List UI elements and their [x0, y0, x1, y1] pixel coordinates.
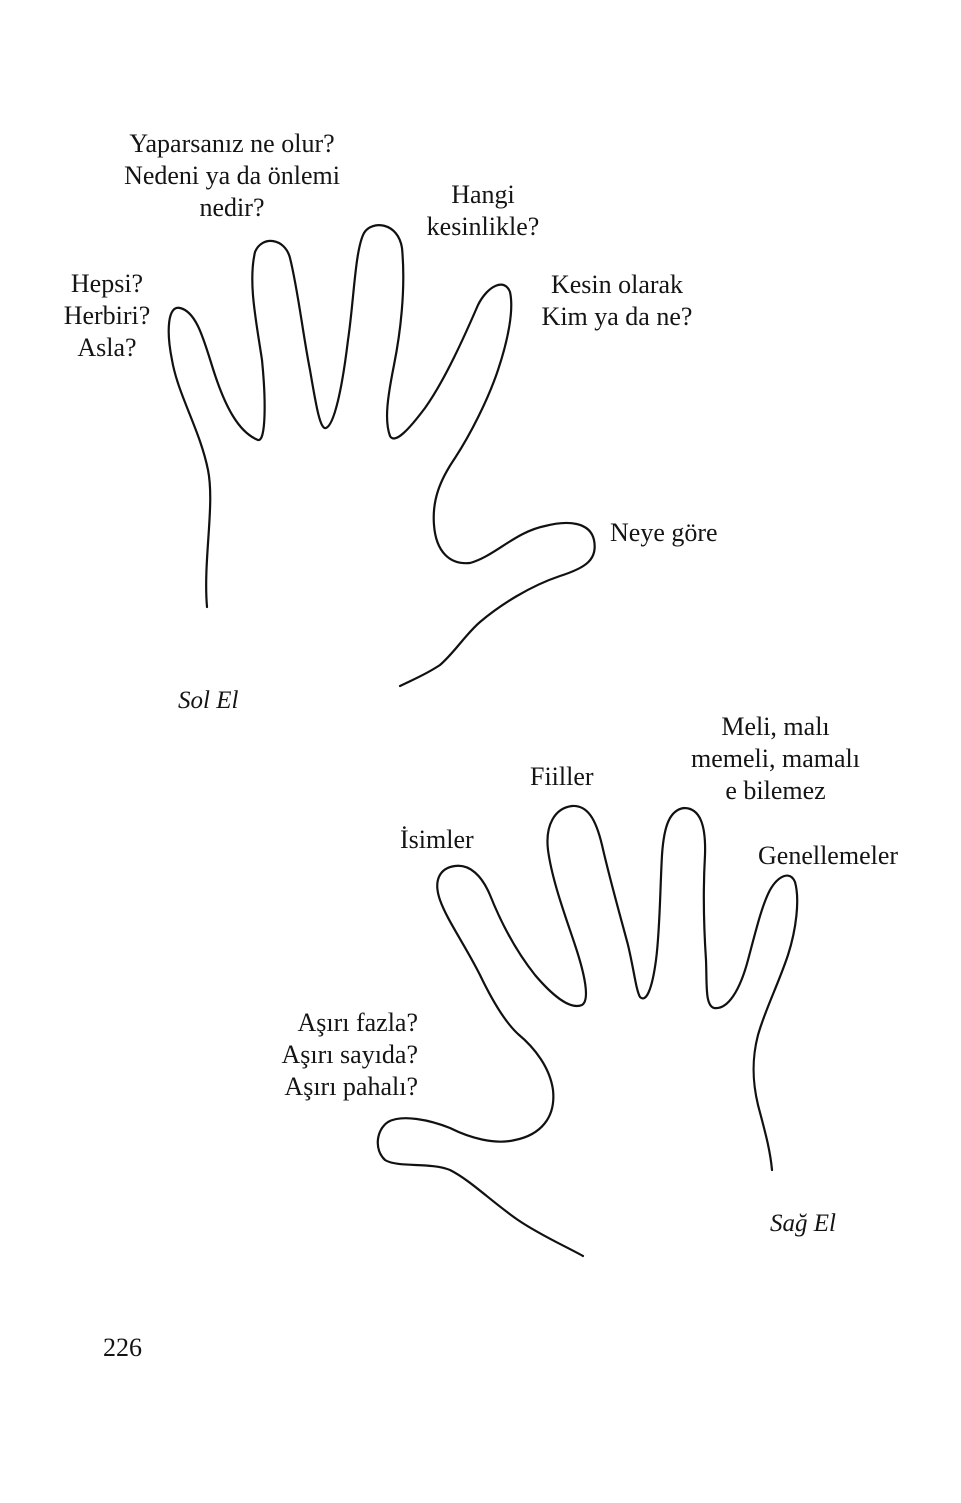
right-middle-finger-label: Fiiller: [530, 761, 594, 793]
label-line: nedir?: [199, 193, 265, 222]
label-line: Neye göre: [610, 518, 718, 547]
left-ring-finger-label: Yaparsanız ne olur? Nedeni ya da önlemi …: [92, 128, 372, 224]
left-little-finger-label: Hepsi? Herbiri? Asla?: [52, 268, 162, 364]
label-line: Meli, malı: [721, 712, 830, 741]
right-ring-finger-label: Meli, malı memeli, mamalı e bilemez: [668, 711, 883, 807]
left-hand-outline: [167, 224, 596, 688]
label-line: Kesin olarak: [550, 270, 684, 299]
left-hand-caption: Sol El: [178, 687, 239, 714]
left-middle-finger-label: Hangi kesinlikle?: [408, 179, 558, 243]
label-line: Yaparsanız ne olur?: [129, 129, 335, 158]
label-line: Nedeni ya da önlemi: [124, 161, 340, 190]
label-line: Herbiri?: [63, 301, 151, 330]
label-line: kesinlikle?: [426, 212, 540, 241]
label-line: Aşırı pahalı?: [284, 1072, 418, 1101]
left-index-finger-label: Kesin olarak Kim ya da ne?: [522, 269, 712, 333]
label-line: memeli, mamalı: [691, 744, 860, 773]
right-hand-caption: Sağ El: [770, 1210, 836, 1237]
label-line: İsimler: [400, 825, 474, 854]
label-line: Genellemeler: [758, 841, 899, 870]
right-index-finger-label: İsimler: [400, 824, 474, 856]
right-little-finger-label: Genellemeler: [758, 840, 898, 872]
right-hand-outline: [376, 804, 799, 1258]
label-line: Aşırı sayıda?: [281, 1040, 418, 1069]
label-line: Hangi: [451, 180, 515, 209]
page-number: 226: [103, 1333, 142, 1362]
label-line: Hepsi?: [70, 269, 144, 298]
label-line: Aşırı fazla?: [297, 1008, 418, 1037]
right-thumb-label: Aşırı fazla? Aşırı sayıda? Aşırı pahalı?: [248, 1007, 418, 1103]
label-line: Kim ya da ne?: [541, 302, 693, 331]
label-line: Fiiller: [530, 762, 594, 791]
label-line: e bilemez: [725, 776, 826, 805]
label-line: Asla?: [77, 333, 137, 362]
left-thumb-label: Neye göre: [610, 517, 718, 549]
